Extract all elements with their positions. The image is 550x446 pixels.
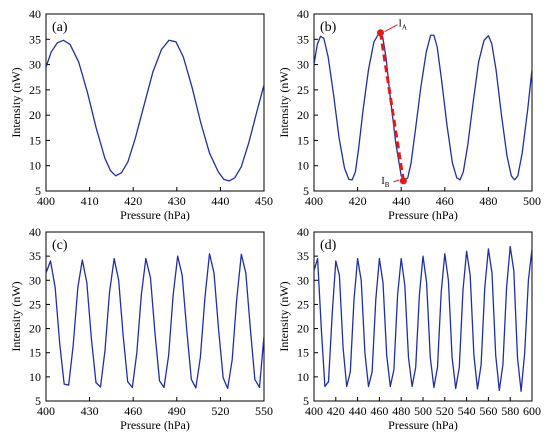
panel-b-ylabel: Intensity (nW) bbox=[277, 67, 291, 137]
panel-d-xtick-label-4: 480 bbox=[392, 404, 410, 418]
panel-c: 400 430 460 490 520 550 5 10 15 20 25 30 35 40 Pressur… bbox=[9, 225, 273, 432]
panel-a-xtick-label-4: 440 bbox=[211, 194, 229, 208]
panel-a-series-0-line bbox=[46, 39, 264, 182]
panel-a-xtick-label-3: 430 bbox=[168, 194, 186, 208]
panel-d-ytick-label-1: 10 bbox=[297, 370, 309, 384]
panel-d-xtick-label-0: 400 bbox=[305, 404, 323, 418]
panel-c-ytick-label-4: 25 bbox=[29, 297, 41, 311]
panel-b-xtick-label-5: 500 bbox=[523, 194, 541, 208]
panel-c-ylabel: Intensity (nW) bbox=[9, 281, 23, 351]
panel-b-ytick-label-1: 10 bbox=[297, 159, 309, 173]
panel-a-xlabel: Pressure (hPa) bbox=[120, 208, 190, 222]
panel-c-xtick-label-4: 520 bbox=[211, 404, 229, 418]
panel-d-xtick-label-9: 580 bbox=[501, 404, 519, 418]
panel-d-ylabel: Intensity (nW) bbox=[277, 281, 291, 351]
panel-b-xtick-label-1: 420 bbox=[349, 194, 367, 208]
panel-a-ytick-label-4: 25 bbox=[29, 83, 41, 97]
panel-b-tag: (b) bbox=[320, 20, 337, 35]
panel-d-ytick-label-6: 35 bbox=[297, 249, 309, 263]
panel-d-ytick-label-4: 25 bbox=[297, 297, 309, 311]
panel-c-ytick-label-3: 20 bbox=[29, 322, 41, 336]
panel-a-ytick-label-2: 15 bbox=[29, 133, 41, 147]
panel-b-ytick-label-3: 20 bbox=[297, 108, 309, 122]
panel-b-series-1-line bbox=[379, 32, 405, 182]
panel-a-ytick-label-5: 30 bbox=[29, 58, 41, 72]
panel-a-ytick-label-7: 40 bbox=[29, 7, 41, 21]
panel-d-ytick-label-0: 5 bbox=[303, 394, 309, 408]
panel-b-series-1-point-1 bbox=[399, 177, 407, 185]
panel-c-xtick-label-3: 490 bbox=[168, 404, 186, 418]
panel-b-annotation-0-arrow bbox=[384, 24, 398, 33]
panel-b: 400 420 440 460 480 500 5 10 15 20 25 30 35 40 Pressur… bbox=[277, 7, 541, 222]
panel-d-xtick-label-3: 460 bbox=[370, 404, 388, 418]
panel-a: 400 410 420 430 440 450 5 10 15 20 25 30 35 40 Pressur… bbox=[9, 7, 273, 222]
panel-b-series-0-line bbox=[314, 32, 532, 182]
panel-c-ytick-label-6: 35 bbox=[29, 249, 41, 263]
panel-d-ytick-label-7: 40 bbox=[297, 225, 309, 239]
panel-b-xlabel: Pressure (hPa) bbox=[388, 208, 458, 222]
panel-b-ytick-label-0: 5 bbox=[303, 184, 309, 198]
panel-b-ytick-label-5: 30 bbox=[297, 58, 309, 72]
panel-b-ytick-label-2: 15 bbox=[297, 133, 309, 147]
panel-c-ytick-label-1: 10 bbox=[29, 370, 41, 384]
panel-d-xtick-label-8: 560 bbox=[479, 404, 497, 418]
panel-c-xlabel: Pressure (hPa) bbox=[120, 418, 190, 432]
panel-b-xtick-label-0: 400 bbox=[305, 194, 323, 208]
panel-d-tag: (d) bbox=[320, 238, 337, 253]
panel-a-ytick-label-6: 35 bbox=[29, 32, 41, 46]
panel-d-xtick-label-6: 520 bbox=[436, 404, 454, 418]
panel-c-xtick-label-5: 550 bbox=[255, 404, 273, 418]
panel-a-tag: (a) bbox=[52, 20, 68, 35]
panel-d-xtick-label-10: 600 bbox=[523, 404, 541, 418]
panel-d-xtick-label-1: 420 bbox=[327, 404, 345, 418]
panel-c-ytick-label-7: 40 bbox=[29, 225, 41, 239]
panel-b-annotation-1-arrow bbox=[393, 179, 400, 183]
panel-a-xtick-label-2: 420 bbox=[124, 194, 142, 208]
panel-d-series-0-line bbox=[314, 245, 532, 392]
panel-b-xtick-label-2: 440 bbox=[392, 194, 410, 208]
panel-c-xtick-label-2: 460 bbox=[124, 404, 142, 418]
panel-d-ytick-label-5: 30 bbox=[297, 273, 309, 287]
panel-c-ytick-label-0: 5 bbox=[35, 394, 41, 408]
panel-c-tag: (c) bbox=[52, 238, 68, 253]
panel-a-ytick-label-3: 20 bbox=[29, 108, 41, 122]
panel-a-ytick-label-1: 10 bbox=[29, 159, 41, 173]
panel-d: 400 420 440 460 480 500 520 540 560 580 600 5 10 15 20… bbox=[277, 225, 541, 432]
panel-b-xtick-label-4: 480 bbox=[479, 194, 497, 208]
panel-b-series-1-point-0 bbox=[376, 29, 384, 37]
panel-c-xtick-label-1: 430 bbox=[81, 404, 99, 418]
panel-a-xtick-label-0: 400 bbox=[37, 194, 55, 208]
panel-b-annotation-0: IA bbox=[398, 19, 406, 32]
panel-c-series-0-line bbox=[46, 253, 264, 390]
panel-b-xtick-label-3: 460 bbox=[436, 194, 454, 208]
panel-b-ytick-label-6: 35 bbox=[297, 32, 309, 46]
panel-d-ytick-label-2: 15 bbox=[297, 346, 309, 360]
panel-c-ytick-label-2: 15 bbox=[29, 346, 41, 360]
panel-d-xtick-label-5: 500 bbox=[414, 404, 432, 418]
panel-c-frame bbox=[45, 231, 265, 402]
panel-d-ytick-label-3: 20 bbox=[297, 322, 309, 336]
panel-b-annotation-1: IB bbox=[381, 176, 389, 189]
panel-b-frame bbox=[313, 13, 533, 192]
panel-a-ytick-label-0: 5 bbox=[35, 184, 41, 198]
panel-a-xtick-label-5: 450 bbox=[255, 194, 273, 208]
panel-a-ylabel: Intensity (nW) bbox=[9, 67, 23, 137]
panel-d-xlabel: Pressure (hPa) bbox=[388, 418, 458, 432]
panel-b-ytick-label-4: 25 bbox=[297, 83, 309, 97]
panel-c-xtick-label-0: 400 bbox=[37, 404, 55, 418]
panel-b-ytick-label-7: 40 bbox=[297, 7, 309, 21]
panel-a-frame bbox=[45, 13, 265, 192]
panel-a-xtick-label-1: 410 bbox=[81, 194, 99, 208]
panel-d-xtick-label-7: 540 bbox=[458, 404, 476, 418]
panel-d-xtick-label-2: 440 bbox=[349, 404, 367, 418]
panel-c-ytick-label-5: 30 bbox=[29, 273, 41, 287]
